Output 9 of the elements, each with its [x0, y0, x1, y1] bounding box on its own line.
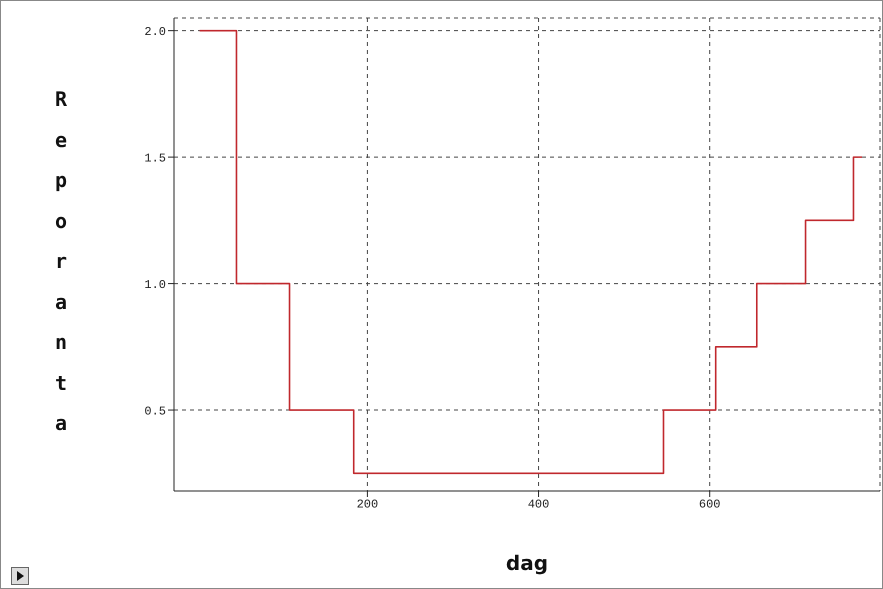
y-tick-label: 1.5 [144, 151, 166, 166]
y-tick-label: 1.0 [144, 278, 166, 292]
x-tick-label: 200 [356, 498, 378, 512]
y-tick-label: 0.5 [144, 404, 166, 418]
x-axis-title: dag [506, 551, 548, 575]
x-tick-label: 400 [528, 498, 550, 512]
x-tick-label: 600 [698, 498, 721, 512]
text: Reporanta [55, 87, 68, 435]
y-tick-label: 2.0 [144, 24, 166, 39]
